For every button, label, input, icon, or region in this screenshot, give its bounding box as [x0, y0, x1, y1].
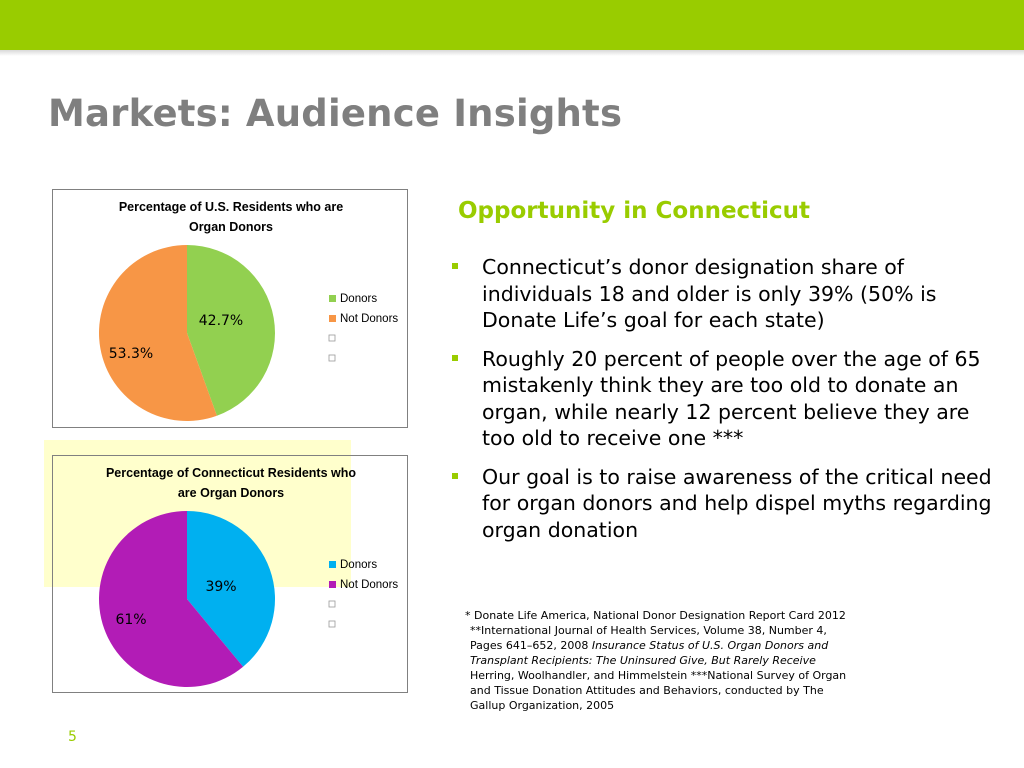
- pie-data-label: 53.3%: [109, 346, 153, 362]
- page-number: 5: [68, 729, 77, 745]
- chart-title: Organ Donors: [189, 220, 273, 234]
- footnote-line: **International Journal of Health Servic…: [470, 624, 827, 637]
- slide-title: Markets: Audience Insights: [48, 92, 623, 135]
- bullet-square-icon: [452, 263, 458, 269]
- pie-slice: [187, 245, 276, 416]
- footnote-italic-text: Insurance Status of U.S. Organ Donors an…: [591, 639, 829, 652]
- ct-donors-pie-svg: Percentage of Connecticut Residents who a…: [98, 466, 398, 687]
- legend-label: Not Donors: [340, 579, 398, 591]
- pie-data-label: 39%: [205, 579, 236, 595]
- footnote-line: Herring, Woolhandler, and Himmelstein **…: [470, 669, 847, 682]
- bullet-item: Our goal is to raise awareness of the cr…: [452, 464, 997, 544]
- legend-empty-swatch: [328, 600, 336, 608]
- legend-empty-swatch: [328, 354, 336, 362]
- us-donors-chart: Percentage of U.S. Residents who are Orga…: [52, 189, 408, 428]
- footnote-italic-text: Transplant Recipients: The Uninsured Giv…: [470, 654, 816, 667]
- legend-label: Donors: [340, 293, 377, 305]
- legend-swatch: [329, 295, 336, 302]
- bullet-square-icon: [452, 472, 458, 479]
- bullet-square-icon: [452, 354, 458, 361]
- bullet-list: Connecticut’s donor designation share of…: [452, 254, 997, 555]
- top-accent-bar: [0, 0, 1024, 50]
- legend-label: Not Donors: [340, 313, 398, 325]
- pie-slice: [187, 511, 275, 667]
- bullet-text: Connecticut’s donor designation share of…: [482, 255, 937, 332]
- pie-slice: [98, 511, 244, 687]
- bullet-text: Roughly 20 percent of people over the ag…: [482, 346, 981, 451]
- legend-swatch: [329, 561, 336, 568]
- footnote-line: and Tissue Donation Attitudes and Behavi…: [470, 684, 824, 697]
- legend-empty-swatch: [328, 620, 336, 628]
- legend-empty-swatch: [328, 334, 336, 342]
- section-subtitle: Opportunity in Connecticut: [458, 198, 811, 224]
- footnote-line: * Donate Life America, National Donor De…: [465, 609, 846, 622]
- footnote-line: Pages 641–652, 2008 Insurance Status of …: [465, 638, 880, 653]
- bullet-item: Roughly 20 percent of people over the ag…: [452, 346, 997, 452]
- footnote: * Donate Life America, National Donor De…: [465, 608, 880, 713]
- chart-title: are Organ Donors: [178, 486, 284, 500]
- legend-label: Donors: [340, 559, 377, 571]
- top-bar-shadow: [0, 50, 1024, 56]
- pie-slice: [99, 245, 217, 421]
- footnote-line: Gallup Organization, 2005: [470, 699, 615, 712]
- chart-title: Percentage of Connecticut Residents who: [106, 466, 356, 480]
- footnote-line: Transplant Recipients: The Uninsured Giv…: [465, 653, 880, 668]
- legend-swatch: [329, 581, 336, 588]
- us-donors-pie-svg: Percentage of U.S. Residents who are Orga…: [99, 200, 398, 421]
- footnote-text: Pages 641–652, 2008: [470, 639, 592, 652]
- bullet-text: Our goal is to raise awareness of the cr…: [482, 464, 992, 542]
- pie-data-label: 61%: [115, 612, 146, 628]
- legend-swatch: [329, 315, 336, 322]
- bullet-item: Connecticut’s donor designation share of…: [452, 254, 997, 334]
- ct-donors-chart: Percentage of Connecticut Residents who a…: [52, 455, 408, 693]
- chart-title: Percentage of U.S. Residents who are: [119, 200, 343, 214]
- pie-data-label: 42.7%: [199, 313, 243, 329]
